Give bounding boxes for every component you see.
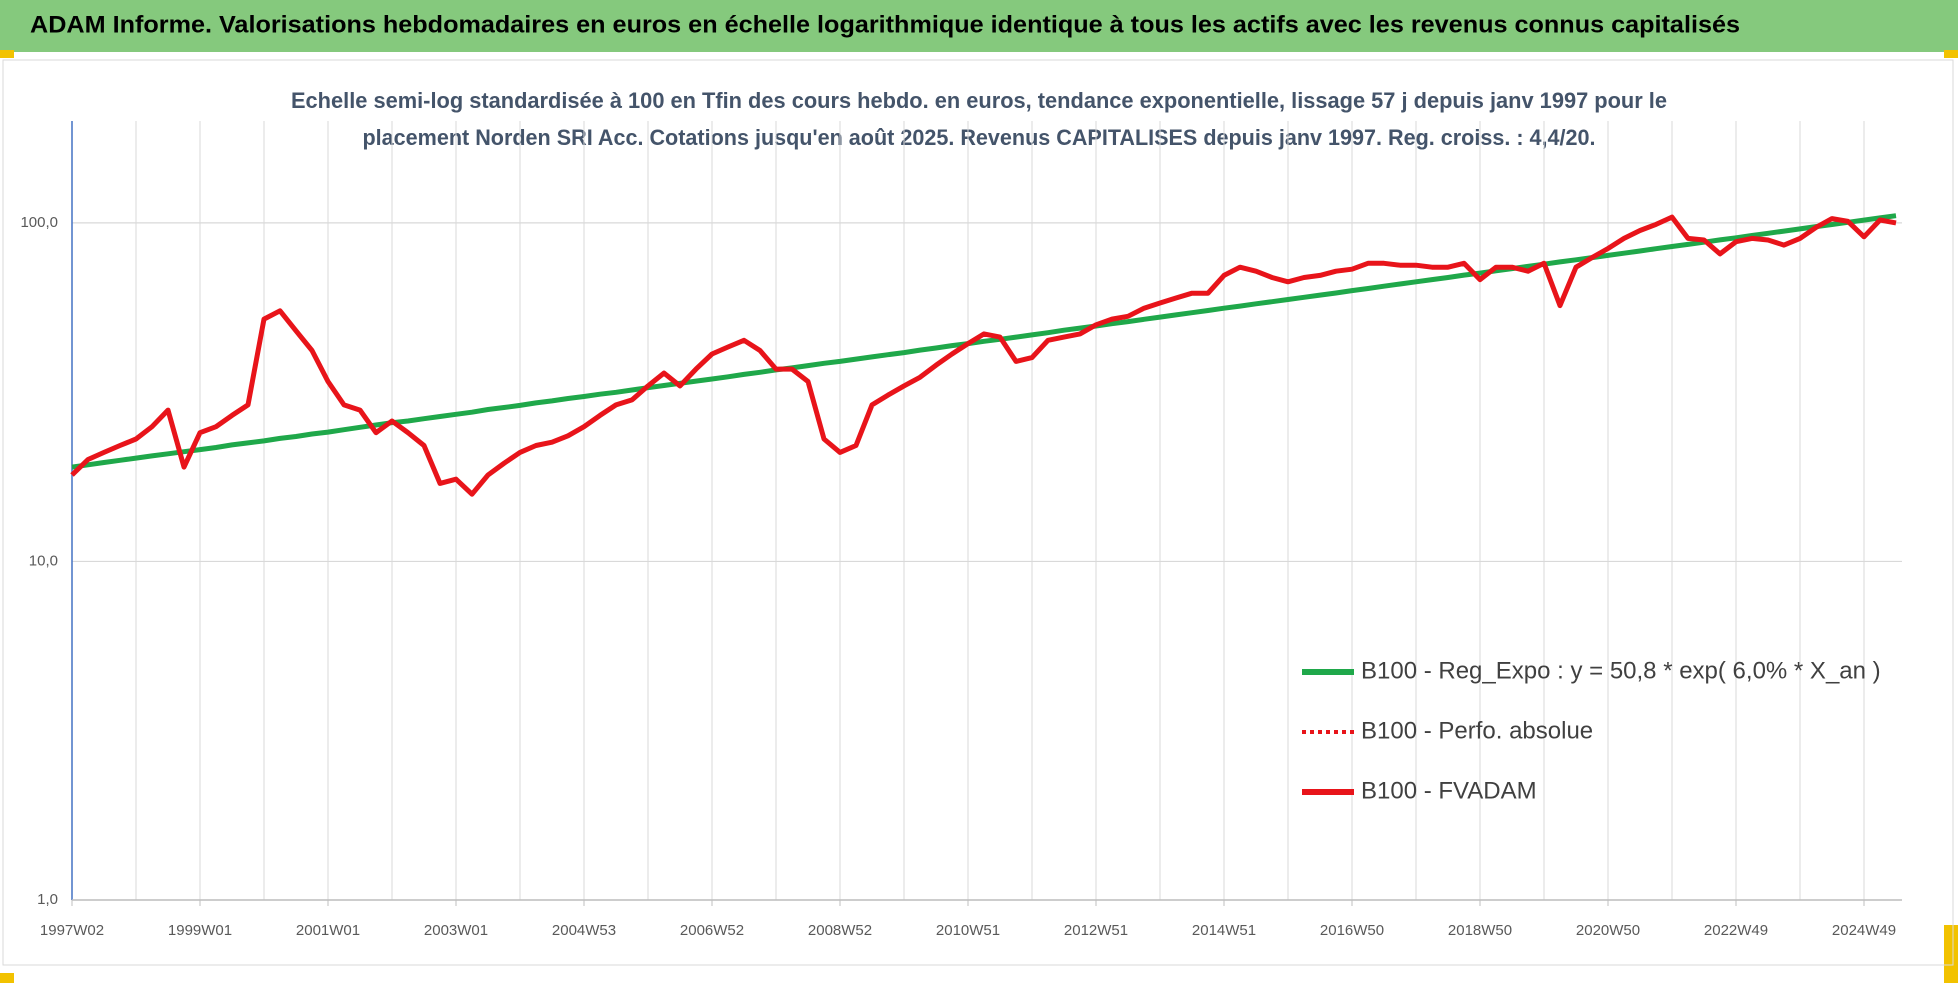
chart-subtitle: placement Norden SRI Acc. Cotations jusq… bbox=[363, 125, 1596, 150]
x-tick-label: 2024W49 bbox=[1832, 922, 1896, 939]
y-tick-label: 100,0 bbox=[20, 214, 58, 231]
corner-mark bbox=[1944, 50, 1958, 58]
legend-label: B100 - FVADAM bbox=[1361, 777, 1537, 804]
x-tick-label: 2022W49 bbox=[1704, 922, 1768, 939]
x-tick-label: 2003W01 bbox=[424, 922, 488, 939]
y-tick-label: 10,0 bbox=[29, 552, 58, 569]
series-line bbox=[71, 213, 1897, 470]
x-tick-label: 2008W52 bbox=[808, 922, 872, 939]
x-tick-label: 1997W02 bbox=[40, 922, 104, 939]
header-title: ADAM Informe. Valorisations hebdomadaire… bbox=[30, 11, 1740, 38]
x-tick-label: 2006W52 bbox=[680, 922, 744, 939]
x-tick-label: 2018W50 bbox=[1448, 922, 1512, 939]
x-tick-label: 2010W51 bbox=[936, 922, 1000, 939]
legend-label: B100 - Reg_Expo : y = 50,8 * exp( 6,0% *… bbox=[1361, 657, 1881, 684]
header-band bbox=[0, 0, 1958, 52]
series-line bbox=[70, 214, 1897, 497]
x-tick-label: 2014W51 bbox=[1192, 922, 1256, 939]
x-tick-label: 2001W01 bbox=[296, 922, 360, 939]
corner-mark bbox=[0, 973, 14, 983]
x-tick-label: 2020W50 bbox=[1576, 922, 1640, 939]
corner-mark bbox=[0, 50, 14, 58]
x-tick-label: 2012W51 bbox=[1064, 922, 1128, 939]
x-tick-label: 2016W50 bbox=[1320, 922, 1384, 939]
x-tick-label: 1999W01 bbox=[168, 922, 232, 939]
x-tick-label: 2004W53 bbox=[552, 922, 616, 939]
legend-label: B100 - Perfo. absolue bbox=[1361, 717, 1593, 744]
corner-mark bbox=[1944, 925, 1958, 983]
chart-subtitle: Echelle semi-log standardisée à 100 en T… bbox=[291, 88, 1667, 113]
y-tick-label: 1,0 bbox=[37, 891, 58, 908]
chart-border bbox=[2, 59, 1954, 966]
